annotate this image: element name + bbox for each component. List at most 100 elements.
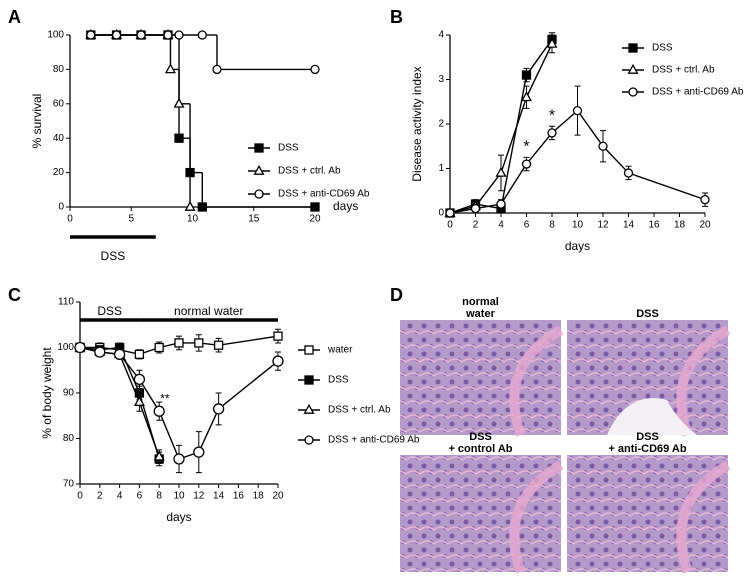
marker-circle xyxy=(94,346,106,358)
marker-circle xyxy=(111,30,122,40)
marker-circle xyxy=(136,30,146,40)
x-tick-label: 14 xyxy=(623,220,635,231)
x-tick-label: 0 xyxy=(447,220,453,231)
y-tick-label: 1 xyxy=(438,163,444,174)
marker-triangle xyxy=(253,164,265,175)
marker-circle xyxy=(74,341,86,354)
marker-circle xyxy=(521,159,532,169)
image-label: DSS xyxy=(469,431,492,443)
marker-triangle xyxy=(173,97,185,108)
x-tick-label: 0 xyxy=(67,214,73,225)
legend-label: DSS xyxy=(328,375,349,386)
x-tick-label: 18 xyxy=(253,491,265,502)
legend-label: DSS + anti-CD69 Ab xyxy=(652,87,744,98)
image-label: normal xyxy=(462,296,499,308)
marker-circle xyxy=(623,168,634,178)
x-tick-label: 12 xyxy=(193,491,205,502)
marker-square xyxy=(310,202,320,212)
panel-letter: D xyxy=(390,285,403,305)
marker-square xyxy=(197,202,207,212)
tissue-layer xyxy=(676,325,731,437)
y-tick-label: 80 xyxy=(63,433,75,444)
legend-label: DSS + ctrl. Ab xyxy=(278,166,341,177)
y-tick-label: 2 xyxy=(438,119,444,130)
y-axis-label: % of body weight xyxy=(40,347,54,439)
marker-circle xyxy=(547,128,557,138)
marker-triangle xyxy=(495,166,507,177)
marker-square xyxy=(304,375,314,385)
marker-square xyxy=(521,70,532,80)
x-tick-label: 4 xyxy=(117,491,123,502)
tissue-layer xyxy=(509,460,564,574)
legend-label: DSS + anti-CD69 Ab xyxy=(328,435,420,446)
marker-circle xyxy=(496,199,506,209)
histology-image xyxy=(567,455,728,572)
x-tick-label: 10 xyxy=(173,491,185,502)
x-tick-label: 16 xyxy=(648,220,660,231)
x-axis-label: days xyxy=(565,239,590,253)
marker-circle xyxy=(254,189,264,199)
tissue-layer xyxy=(509,325,564,437)
series-line xyxy=(79,346,160,460)
legend-label: DSS + ctrl. Ab xyxy=(652,65,715,76)
y-tick-label: 20 xyxy=(53,167,65,178)
marker-square xyxy=(185,167,195,178)
histology-image xyxy=(400,320,561,435)
y-tick-label: 110 xyxy=(58,297,74,308)
panel-letter: B xyxy=(390,7,403,27)
marker-square xyxy=(134,349,145,359)
x-axis-label: days xyxy=(166,510,191,524)
x-tick-label: 20 xyxy=(699,220,711,231)
period-label: DSS xyxy=(97,304,122,318)
marker-circle xyxy=(212,403,225,415)
y-tick-label: 100 xyxy=(47,30,64,41)
marker-triangle xyxy=(627,63,639,74)
series-line xyxy=(79,346,279,460)
y-tick-label: 0 xyxy=(438,208,444,219)
x-tick-label: 18 xyxy=(674,220,686,231)
y-axis-label: Disease activity index xyxy=(410,66,424,181)
panel-letter: C xyxy=(8,285,21,305)
marker-square xyxy=(254,143,264,153)
marker-square xyxy=(304,345,314,355)
y-axis-label: % survival xyxy=(30,94,44,149)
image-label: + control Ab xyxy=(448,443,512,455)
period-label: normal water xyxy=(174,304,243,318)
asterisk: * xyxy=(523,139,529,156)
asterisk: ** xyxy=(160,391,170,405)
legend-label: DSS + anti-CD69 Ab xyxy=(278,189,370,200)
y-tick-label: 3 xyxy=(438,74,444,85)
marker-circle xyxy=(700,194,710,205)
marker-circle xyxy=(445,208,455,218)
legend-label: DSS + ctrl. Ab xyxy=(328,405,391,416)
y-tick-label: 70 xyxy=(63,479,75,490)
marker-triangle xyxy=(133,395,145,406)
tissue-layer xyxy=(676,460,731,574)
x-tick-label: 2 xyxy=(97,491,103,502)
marker-circle xyxy=(470,203,481,214)
marker-circle xyxy=(153,405,165,417)
marker-circle xyxy=(598,141,608,151)
marker-square xyxy=(194,338,204,348)
x-tick-label: 5 xyxy=(128,214,134,225)
y-tick-label: 90 xyxy=(63,388,75,399)
series-line xyxy=(79,346,160,457)
x-tick-label: 2 xyxy=(473,220,479,231)
marker-square xyxy=(213,340,224,350)
x-tick-label: 4 xyxy=(498,220,504,231)
image-label: + anti-CD69 Ab xyxy=(608,443,686,455)
x-tick-label: 20 xyxy=(309,214,321,225)
y-tick-label: 40 xyxy=(53,133,65,144)
y-tick-label: 100 xyxy=(57,342,74,353)
marker-circle xyxy=(193,446,205,458)
marker-square xyxy=(628,43,638,53)
legend-label: water xyxy=(327,345,353,356)
marker-circle xyxy=(272,355,284,367)
marker-circle xyxy=(113,348,126,360)
marker-triangle xyxy=(164,63,176,74)
marker-triangle xyxy=(153,450,165,461)
marker-circle xyxy=(197,30,207,40)
x-tick-label: 15 xyxy=(248,214,260,225)
marker-circle xyxy=(173,453,185,465)
